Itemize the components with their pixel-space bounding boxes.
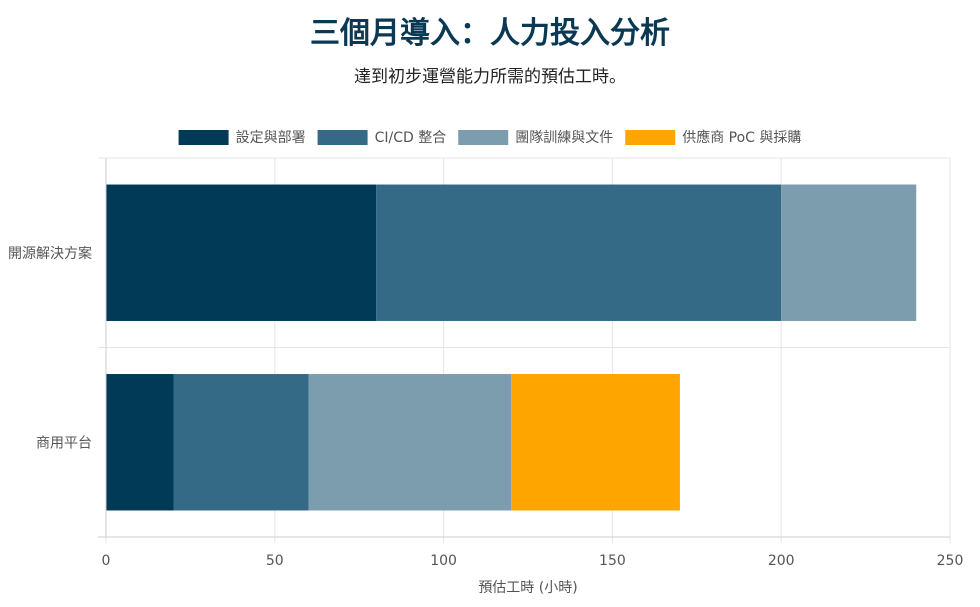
- legend-item[interactable]: 供應商 PoC 與採購: [625, 129, 801, 146]
- bars: [106, 184, 917, 511]
- x-tick-label: 150: [599, 553, 626, 569]
- legend: 設定與部署 CI/CD 整合 團隊訓練與文件 供應商 PoC 與採購: [178, 129, 801, 146]
- bar-segment[interactable]: [106, 374, 174, 511]
- x-axis-title: 預估工時 (小時): [478, 580, 577, 596]
- bar-segment[interactable]: [308, 374, 512, 511]
- bar-segment[interactable]: [781, 184, 917, 321]
- x-tick-label: 100: [430, 553, 457, 569]
- bar-segment[interactable]: [106, 184, 377, 321]
- legend-label: 供應商 PoC 與採購: [682, 129, 801, 146]
- x-tick-label: 0: [102, 553, 111, 569]
- legend-item[interactable]: CI/CD 整合: [317, 130, 447, 146]
- bar-segment[interactable]: [511, 374, 680, 511]
- legend-swatch: [178, 130, 229, 145]
- y-category-label: 商用平台: [36, 435, 92, 451]
- legend-swatch: [625, 130, 676, 145]
- legend-label: 團隊訓練與文件: [515, 130, 613, 146]
- legend-item[interactable]: 團隊訓練與文件: [458, 130, 613, 146]
- legend-label: 設定與部署: [236, 130, 306, 146]
- legend-label: CI/CD 整合: [375, 130, 447, 146]
- legend-swatch: [458, 130, 509, 145]
- chart-subtitle: 達到初步運營能力所需的預估工時。: [354, 67, 626, 87]
- x-tick-label: 50: [266, 553, 284, 569]
- legend-item[interactable]: 設定與部署: [178, 130, 306, 146]
- chart-title: 三個月導入：人力投入分析: [310, 16, 670, 51]
- y-category-label: 開源解決方案: [8, 245, 92, 262]
- x-tick-label: 200: [768, 553, 795, 569]
- x-tick-label: 250: [937, 553, 964, 569]
- bar-segment[interactable]: [376, 184, 782, 321]
- legend-swatch: [317, 130, 368, 145]
- bar-segment[interactable]: [173, 374, 309, 511]
